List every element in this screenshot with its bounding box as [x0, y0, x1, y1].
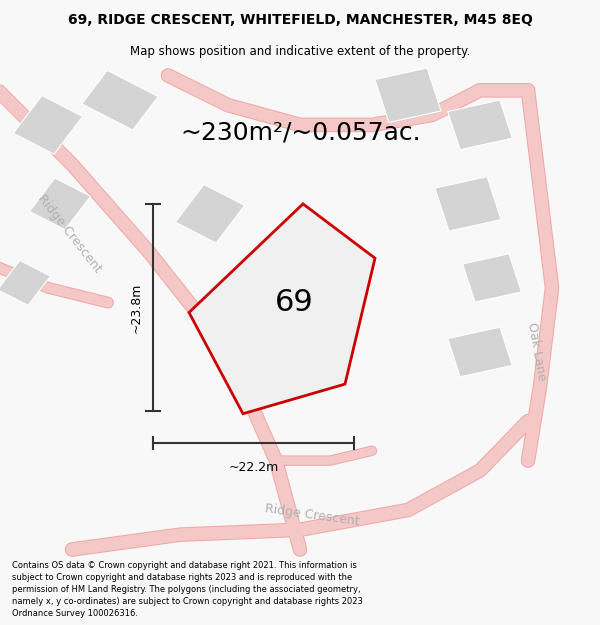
Text: Contains OS data © Crown copyright and database right 2021. This information is
: Contains OS data © Crown copyright and d… [12, 561, 363, 618]
Polygon shape [448, 100, 512, 150]
Polygon shape [435, 177, 501, 231]
Text: 69: 69 [275, 288, 313, 317]
Text: ~230m²/~0.057ac.: ~230m²/~0.057ac. [180, 120, 421, 144]
Polygon shape [29, 178, 91, 230]
Text: Ridge Crescent: Ridge Crescent [264, 502, 360, 528]
Polygon shape [375, 68, 441, 122]
Text: ~23.8m: ~23.8m [129, 282, 142, 332]
Polygon shape [189, 204, 375, 414]
Polygon shape [463, 254, 521, 302]
Polygon shape [175, 184, 245, 243]
Text: ~22.2m: ~22.2m [229, 461, 278, 474]
Text: Oak Lane: Oak Lane [526, 322, 548, 382]
Polygon shape [82, 71, 158, 130]
Polygon shape [13, 96, 83, 154]
Text: Map shows position and indicative extent of the property.: Map shows position and indicative extent… [130, 45, 470, 58]
Text: Ridge Crescent: Ridge Crescent [35, 192, 103, 275]
Polygon shape [448, 327, 512, 377]
Polygon shape [0, 261, 50, 306]
Text: 69, RIDGE CRESCENT, WHITEFIELD, MANCHESTER, M45 8EQ: 69, RIDGE CRESCENT, WHITEFIELD, MANCHEST… [68, 12, 532, 27]
